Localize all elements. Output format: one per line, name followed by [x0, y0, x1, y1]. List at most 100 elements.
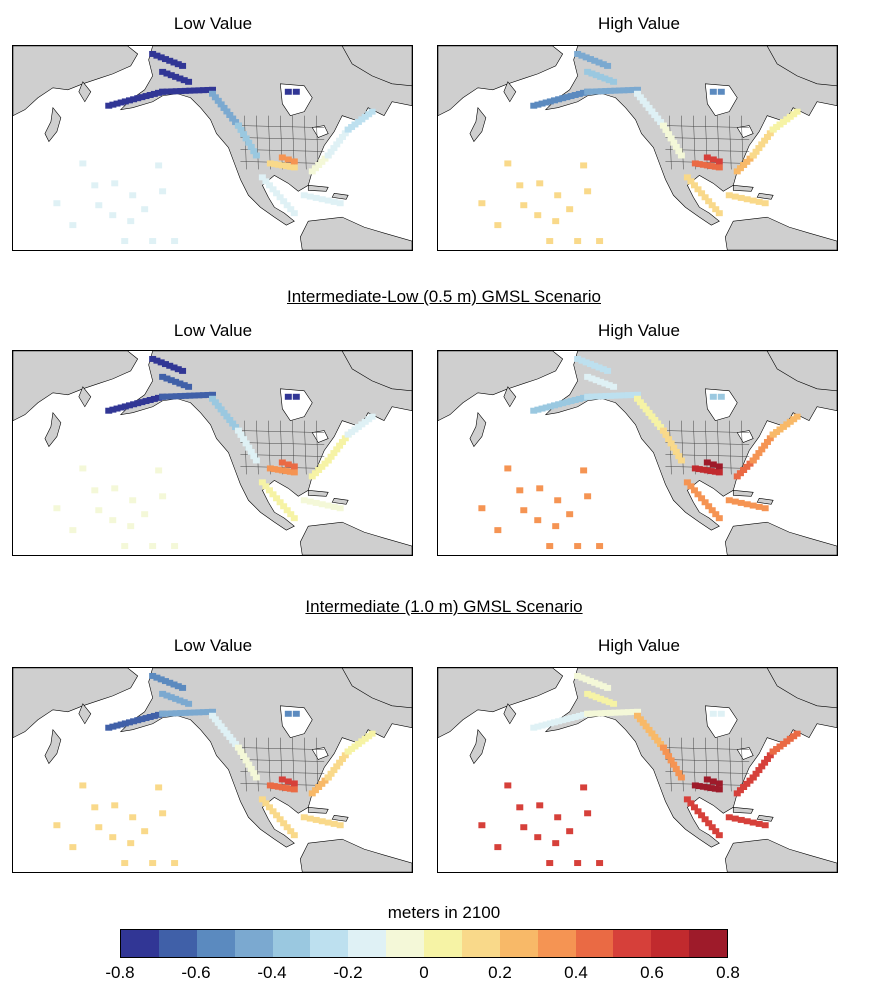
sea-level-cell [333, 141, 341, 148]
sea-level-cell [125, 402, 133, 409]
sea-level-cell [624, 709, 632, 716]
sea-level-cell [262, 800, 270, 807]
sea-level-cell [163, 375, 171, 382]
sea-level-cell [330, 450, 338, 457]
sea-level-cell [292, 393, 300, 400]
sea-level-cell [242, 757, 250, 764]
sea-level-cell [709, 88, 717, 95]
scenario-title: Intermediate-Low (0.5 m) GMSL Scenario [287, 287, 601, 306]
sea-level-cell [615, 392, 623, 399]
sea-level-cell [691, 782, 699, 789]
state-boundary [240, 430, 325, 433]
sea-level-cell [580, 162, 588, 169]
sea-level-cell [567, 93, 575, 100]
sea-level-cell [308, 790, 316, 797]
sea-level-cell [749, 819, 757, 826]
sea-level-cell [574, 860, 582, 867]
sea-level-cell [761, 137, 769, 144]
sea-level-cell [620, 392, 628, 399]
state-boundary [729, 115, 732, 170]
sea-level-cell [204, 86, 212, 93]
sea-level-cell [749, 502, 757, 509]
sea-level-cell [665, 131, 673, 138]
land-mass [44, 728, 62, 765]
sea-level-cell [766, 130, 774, 137]
colorbar-swatch [651, 930, 690, 957]
sea-level-cell [579, 711, 587, 718]
sea-level-cell [324, 457, 332, 464]
sea-level-cell [559, 95, 567, 102]
sea-level-cell [737, 194, 745, 201]
sea-level-cell [269, 491, 277, 498]
sea-level-cell [290, 786, 298, 793]
sea-level-cell [95, 202, 103, 209]
land-mass [331, 814, 349, 822]
sea-level-cell [324, 774, 332, 781]
sea-level-cell [550, 402, 558, 409]
sea-level-cell [694, 491, 702, 498]
sea-level-cell [752, 453, 760, 460]
sea-level-cell [190, 392, 198, 399]
sea-level-cell [567, 715, 575, 722]
sea-level-cell [793, 413, 801, 420]
sea-level-cell [709, 461, 717, 468]
sea-level-cell [266, 782, 274, 789]
sea-level-cell [149, 238, 157, 245]
sea-level-cell [574, 355, 582, 362]
sea-level-cell [252, 457, 260, 464]
sea-level-cell [250, 453, 258, 460]
sea-level-cell [520, 824, 528, 831]
sea-level-cell [321, 460, 329, 467]
sea-level-cell [336, 822, 344, 829]
colorbar-tick-label: 0.8 [716, 963, 740, 982]
sea-level-cell [593, 710, 601, 717]
sea-level-cell [563, 716, 571, 723]
sea-level-cell [534, 834, 542, 841]
sea-level-cell [725, 497, 733, 504]
sea-level-cell [602, 88, 610, 95]
sea-level-cell [179, 684, 187, 691]
sea-level-cell [588, 375, 596, 382]
sea-level-cell [113, 722, 121, 729]
sea-level-cell [138, 399, 146, 406]
sea-level-cell [223, 730, 231, 737]
sea-level-cell [163, 70, 171, 77]
sea-level-cell [121, 720, 129, 727]
state-boundary [665, 137, 750, 140]
land-mass [732, 489, 754, 497]
sea-level-cell [743, 196, 751, 203]
colorbar-swatch [272, 930, 311, 957]
water-body [311, 125, 329, 138]
state-boundary [665, 430, 750, 433]
sea-level-cell [278, 776, 286, 783]
land-mass [331, 192, 349, 200]
map-panel [437, 667, 838, 873]
sea-level-cell [172, 73, 180, 80]
land-mass [756, 814, 774, 822]
sea-level-cell [269, 186, 277, 193]
sea-level-cell [284, 710, 292, 717]
sea-level-cell [708, 202, 716, 209]
sea-level-cell [584, 493, 592, 500]
sea-level-cell [599, 683, 607, 690]
sea-level-cell [211, 94, 219, 101]
sea-level-cell [712, 511, 720, 518]
sea-level-cell [740, 784, 748, 791]
sea-level-cell [584, 710, 592, 717]
sea-level-cell [636, 399, 644, 406]
sea-level-cell [190, 87, 198, 94]
sea-level-cell [701, 194, 709, 201]
sea-level-cell [670, 761, 678, 768]
sea-level-cell [282, 468, 290, 475]
sea-level-cell [154, 89, 162, 96]
sea-level-cell [683, 479, 691, 486]
sea-level-cell [209, 90, 216, 97]
sea-level-cell [280, 198, 288, 205]
sea-level-cell [109, 212, 117, 219]
sea-level-cell [247, 448, 255, 455]
state-boundary [240, 125, 325, 128]
sea-level-cell [715, 463, 723, 470]
sea-level-cell [566, 206, 574, 213]
sea-level-cell [648, 413, 656, 420]
sea-level-cell [287, 511, 295, 518]
